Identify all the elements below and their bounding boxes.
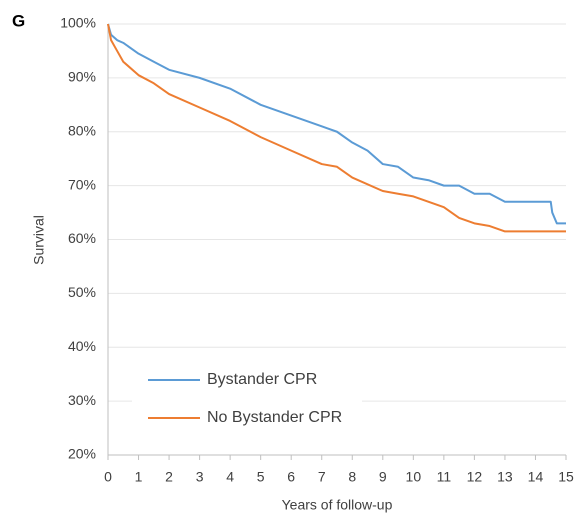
y-tick-label: 40%: [68, 338, 96, 354]
x-tick-label: 6: [287, 469, 295, 485]
x-tick-label: 2: [165, 469, 173, 485]
x-tick-label: 1: [135, 469, 143, 485]
y-tick-label: 70%: [68, 176, 96, 192]
y-tick-label: 20%: [68, 446, 96, 462]
legend-label: Bystander CPR: [207, 371, 317, 388]
x-axis-label: Years of follow-up: [282, 497, 393, 513]
x-tick-label: 10: [406, 469, 422, 485]
x-tick-label: 11: [437, 469, 452, 485]
y-tick-label: 80%: [68, 122, 96, 138]
y-tick-label: 30%: [68, 392, 96, 408]
legend-box: [132, 365, 362, 443]
survival-line: [107, 23, 566, 225]
x-tick-label: 15: [558, 469, 574, 485]
y-tick-label: 100%: [60, 15, 96, 31]
x-tick-label: 8: [348, 469, 356, 485]
y-tick-label: 90%: [68, 69, 96, 85]
y-axis-label: Survival: [31, 215, 47, 265]
x-tick-label: 4: [226, 469, 234, 485]
x-tick-label: 3: [196, 469, 204, 485]
x-tick-label: 5: [257, 469, 265, 485]
x-tick-label: 12: [467, 469, 483, 485]
legend-label: No Bystander CPR: [207, 409, 342, 426]
survival-line: [107, 23, 566, 233]
y-tick-label: 50%: [68, 284, 96, 300]
x-tick-label: 14: [528, 469, 544, 485]
panel-label: G: [12, 11, 25, 30]
x-tick-label: 0: [104, 469, 112, 485]
x-tick-label: 13: [497, 469, 513, 485]
x-tick-label: 9: [379, 469, 387, 485]
y-tick-label: 60%: [68, 230, 96, 246]
x-tick-label: 7: [318, 469, 326, 485]
